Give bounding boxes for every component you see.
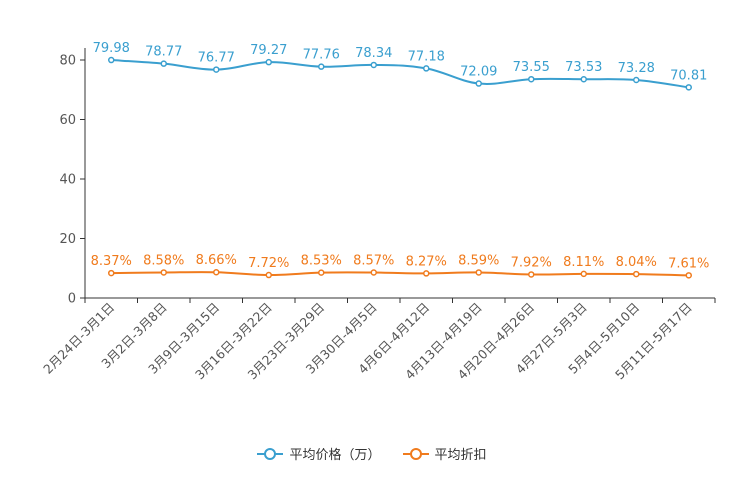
legend-item-price[interactable]: 平均价格（万） [257,444,381,463]
legend-price-label: 平均价格（万） [289,448,381,463]
data-point-price [475,80,482,87]
data-point-price [633,76,640,84]
data-point-price [160,60,167,67]
data-point-discount [370,269,377,276]
data-label-price: 78.77 [145,45,182,60]
data-point-price [213,66,220,73]
data-point-discount [318,269,325,276]
data-label-discount: 8.53% [301,254,342,269]
data-label-price: 76.77 [198,51,235,66]
legend-discount-label: 平均折扣 [434,448,487,463]
legend-price-marker-icon [257,447,284,460]
data-label-discount: 8.66% [196,253,237,268]
data-label-price: 73.28 [618,61,655,76]
data-label-discount: 8.57% [353,254,394,269]
data-label-price: 73.55 [513,60,550,75]
data-point-price [318,63,325,70]
data-point-discount [685,272,692,279]
data-point-price [423,65,430,72]
data-point-price [580,75,587,83]
data-point-discount [108,269,115,277]
data-point-discount [265,271,272,279]
y-tick-label: 20 [59,232,76,247]
data-point-discount [213,268,220,276]
data-point-discount [423,270,430,277]
data-point-price [265,58,272,66]
data-label-price: 77.18 [408,49,445,64]
data-label-price: 73.53 [565,60,602,75]
data-label-price: 79.27 [250,43,287,58]
data-label-price: 79.98 [93,41,130,56]
data-point-discount [475,269,482,276]
data-label-discount: 8.37% [91,254,132,269]
series-line-discount [111,271,689,277]
y-tick-label: 0 [68,292,76,307]
data-point-discount [160,269,167,276]
data-label-discount: 8.04% [616,255,657,270]
data-label-discount: 8.58% [143,253,184,268]
data-point-price [108,56,115,64]
legend-discount-marker-icon [402,447,429,460]
data-label-discount: 7.92% [511,255,552,270]
data-label-price: 72.09 [460,65,497,80]
data-point-price [528,75,535,83]
data-label-discount: 8.59% [458,253,499,268]
data-label-discount: 7.72% [248,256,289,271]
data-label-discount: 8.27% [406,254,447,269]
y-tick-label: 80 [59,54,76,69]
data-label-price: 70.81 [670,68,707,83]
data-point-price [685,84,692,91]
y-tick-label: 60 [59,113,76,128]
data-point-discount [580,270,587,278]
data-label-discount: 8.11% [563,255,604,270]
y-tick-label: 40 [59,173,76,188]
data-point-price [370,61,377,69]
data-point-discount [633,270,640,278]
data-label-price: 77.76 [303,48,340,63]
data-point-discount [528,271,535,278]
data-label-price: 78.34 [355,46,392,61]
legend-item-discount[interactable]: 平均折扣 [402,444,487,463]
legend: 平均价格（万） 平均折扣 [0,444,744,463]
data-label-discount: 7.61% [668,256,709,271]
series-line-price [111,59,689,89]
